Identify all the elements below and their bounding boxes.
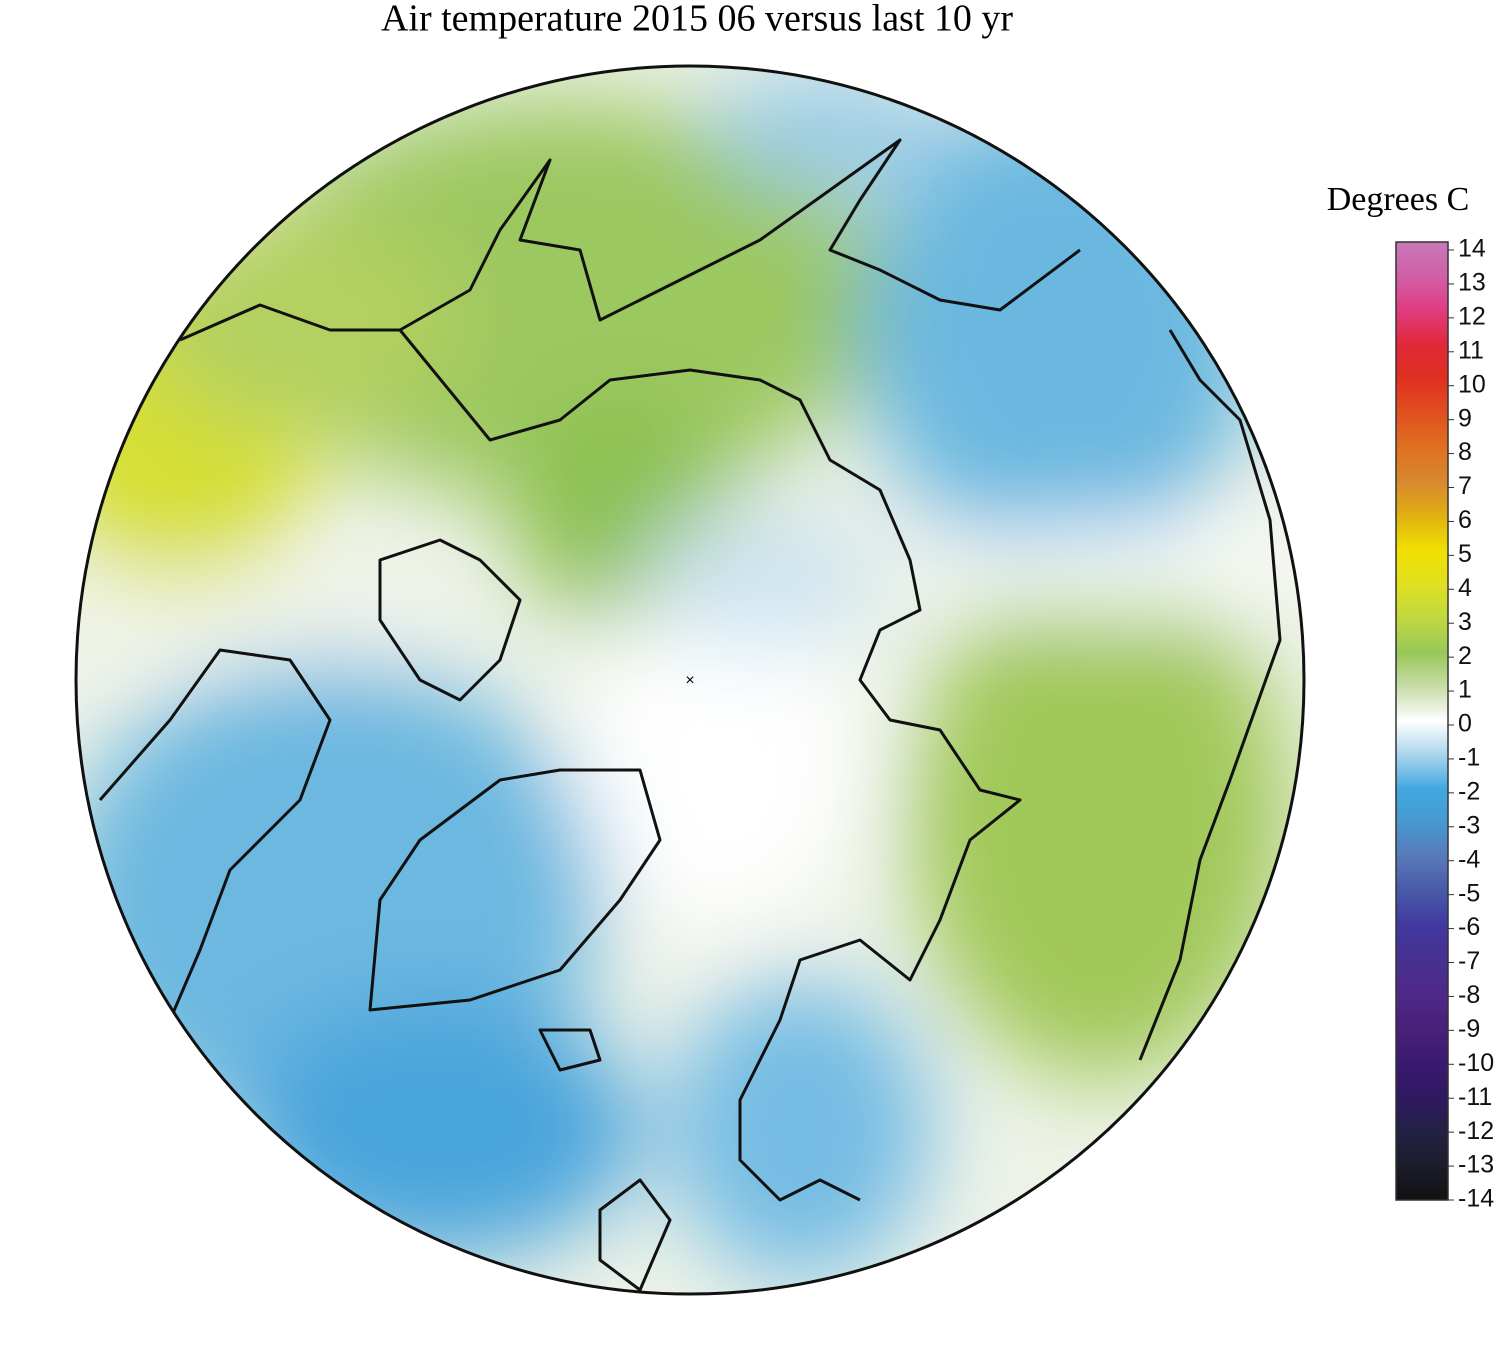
colorbar-tick-label: 5 — [1458, 540, 1472, 568]
colorbar-tick-label: 1 — [1458, 676, 1472, 704]
colorbar-tick-label: -11 — [1458, 1083, 1492, 1111]
colorbar-tick-label: -2 — [1458, 777, 1480, 805]
colorbar-tick-label: -3 — [1458, 811, 1480, 839]
colorbar-tick-label: -9 — [1458, 1015, 1480, 1043]
colorbar-tick-label: -1 — [1458, 744, 1480, 772]
colorbar-tick-label: -12 — [1458, 1117, 1494, 1145]
pole-marker: × — [685, 672, 694, 689]
colorbar-tick-label: -13 — [1458, 1151, 1494, 1179]
colorbar-tick-label: 8 — [1458, 438, 1472, 466]
colorbar-tick-label: 4 — [1458, 574, 1472, 602]
colorbar-tick-label: 13 — [1458, 269, 1486, 297]
colorbar-tick-label: 3 — [1458, 608, 1472, 636]
colorbar-title: Degrees C — [1327, 181, 1470, 218]
temperature-field — [76, 66, 1304, 1294]
map-frame — [74, 64, 1306, 1296]
colorbar-tick-label: 0 — [1458, 710, 1472, 738]
colorbar-tick-label: -10 — [1458, 1049, 1494, 1077]
colorbar-tick-label: 10 — [1458, 370, 1486, 398]
colorbar-tick-label: 12 — [1458, 302, 1486, 330]
colorbar-tick-label: 7 — [1458, 472, 1472, 500]
colorbar-tick-label: -5 — [1458, 879, 1480, 907]
colorbar-tick-label: 9 — [1458, 404, 1472, 432]
colorbar-tick-label: 11 — [1458, 336, 1484, 364]
colorbar-tick-label: -6 — [1458, 913, 1480, 941]
colorbar-tick-label: -4 — [1458, 845, 1480, 873]
colorbar — [1395, 241, 1449, 1201]
chart-title: Air temperature 2015 06 versus last 10 y… — [381, 0, 1013, 40]
colorbar-tick-label: 2 — [1458, 642, 1472, 670]
colorbar-tick-label: -7 — [1458, 947, 1480, 975]
colorbar-tick-label: -8 — [1458, 981, 1480, 1009]
colorbar-tick-label: -14 — [1458, 1185, 1494, 1213]
colorbar-tick-label: 6 — [1458, 506, 1472, 534]
colorbar-tick-label: 14 — [1458, 235, 1486, 263]
